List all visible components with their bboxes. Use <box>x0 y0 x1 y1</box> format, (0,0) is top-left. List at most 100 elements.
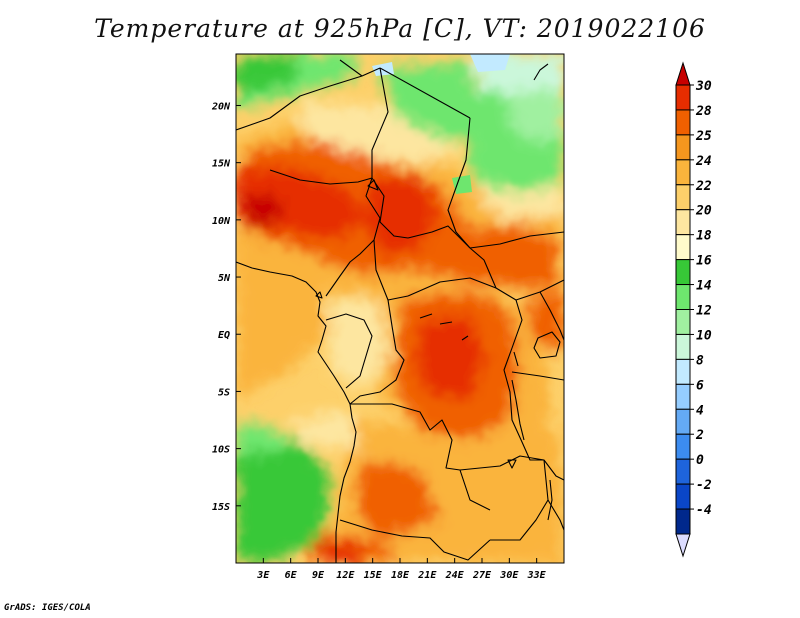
colorbar-lower-arrow <box>675 533 691 558</box>
border-congo-drc <box>349 299 405 405</box>
lake-victoria <box>533 331 561 359</box>
colorbar-label: 24 <box>695 154 712 169</box>
x-tick-label: 24E <box>445 570 465 581</box>
y-tick-label: 15N <box>212 159 231 170</box>
colorbar-swatch <box>675 309 691 335</box>
y-tick-label: 20N <box>211 101 231 112</box>
map-title: Temperature at 925hPa [C], VT: 201902210… <box>94 14 706 43</box>
field-pale-east <box>470 180 564 220</box>
colorbar-swatch <box>675 284 691 310</box>
field-pale-coast <box>290 410 360 450</box>
colorbar-swatch <box>675 109 691 136</box>
border-cameroon-chad <box>371 177 409 239</box>
colorbar-swatch <box>675 508 691 535</box>
border-uganda-kenya <box>539 291 564 341</box>
y-tick-label: EQ <box>218 330 230 341</box>
colorbar-label: 20 <box>695 204 712 219</box>
field-darkred-west <box>240 195 285 228</box>
border-south-sudan <box>469 247 564 301</box>
colorbar-label: 25 <box>695 129 712 144</box>
lake-malawi <box>547 479 553 521</box>
y-axis: 20N 15N 10N 5N EQ 5S 10S 15S <box>211 101 241 513</box>
grads-credit: GrADS: IGES/COLA <box>4 603 91 613</box>
colorbar-swatch <box>675 84 691 111</box>
colorbar-swatch <box>675 259 691 286</box>
border-car-cameroon <box>373 239 409 301</box>
lake-chad <box>367 179 379 191</box>
border-drc-east <box>503 299 544 461</box>
colorbar-swatch <box>675 134 691 161</box>
colorbar-label: 22 <box>695 179 712 194</box>
x-axis: 3E 6E 9E 12E 15E 18E 21E 24E 27E 30E 33E <box>256 558 547 581</box>
border-gabon-congo <box>325 313 373 389</box>
border-north-chad-libya <box>379 67 471 119</box>
colorbar-label: 28 <box>695 104 712 119</box>
colorbar-label: 4 <box>696 403 704 418</box>
colorbar-swatch <box>675 159 691 186</box>
x-tick-label: 21E <box>417 570 437 581</box>
colorbar-label: 8 <box>696 353 704 368</box>
colorbar-label: 18 <box>696 229 712 244</box>
bioko-island <box>315 291 323 299</box>
border-chad-sudan <box>447 117 471 249</box>
y-tick-label: 10S <box>212 445 230 456</box>
border-mozambique <box>547 499 564 531</box>
y-tick-label: 5N <box>218 273 231 284</box>
field-green-atlantic <box>236 420 290 455</box>
colorbar-label: 2 <box>695 428 704 443</box>
field-red-southwest <box>315 540 365 563</box>
colorbar-swatch <box>675 333 691 360</box>
border-angola-south <box>339 519 491 561</box>
border-car-drc <box>407 277 497 297</box>
border-zambia <box>459 455 564 481</box>
field-pale-gabon <box>330 300 390 390</box>
x-tick-label: 15E <box>364 570 383 581</box>
border-mali-niger <box>236 75 363 131</box>
border-tanzania <box>511 371 564 381</box>
field-green-darknorth <box>236 54 300 95</box>
coastline-west-africa <box>236 261 357 563</box>
colorbar-label: 30 <box>695 79 712 94</box>
colorbar-swatch <box>675 184 691 211</box>
colorbar-label: 0 <box>696 453 704 468</box>
x-tick-label: 33E <box>527 570 547 581</box>
lake-mweru <box>507 459 517 469</box>
y-tick-label: 10N <box>212 216 231 227</box>
field-green-angola <box>236 440 335 563</box>
border-drc-angola <box>350 403 491 511</box>
field-sky-patch-north <box>470 54 510 72</box>
x-tick-label: 3E <box>256 570 270 581</box>
colorbar-label: 16 <box>696 254 712 269</box>
colorbar-label: 12 <box>696 304 712 319</box>
field-orange-west <box>236 265 330 400</box>
y-tick-label: 15S <box>212 502 230 513</box>
field-green-lake-chad <box>452 175 472 194</box>
lake-kivu <box>513 351 519 367</box>
colorbar-swatch <box>675 234 691 261</box>
x-tick-label: 30E <box>499 570 519 581</box>
x-tick-label: 6E <box>285 570 298 581</box>
colorbar-label: -4 <box>696 503 712 518</box>
boundaries <box>236 59 564 563</box>
temperature-field <box>236 54 564 563</box>
colorbar-upper-arrow <box>675 61 691 86</box>
colorbar-label: 6 <box>696 378 704 393</box>
border-zambia-malawi <box>490 459 549 541</box>
colorbar-swatch <box>675 408 691 435</box>
lake-tanganyika <box>511 379 525 441</box>
field-pale-green-sudan <box>500 88 564 140</box>
colorbar-label: 10 <box>696 328 712 343</box>
border-chad-car <box>407 225 471 249</box>
x-tick-label: 18E <box>391 570 410 581</box>
field-deep-orange-southwest <box>355 460 440 540</box>
border-niger-nigeria <box>269 169 373 185</box>
x-tick-label: 9E <box>312 570 325 581</box>
field-green-sahara-mid <box>380 60 480 140</box>
red-sea-coast <box>533 63 549 81</box>
colorbar-swatch <box>675 458 691 485</box>
colorbar-swatch <box>675 358 691 385</box>
x-tick-label: 27E <box>472 570 492 581</box>
congo-river-islands <box>419 313 469 341</box>
